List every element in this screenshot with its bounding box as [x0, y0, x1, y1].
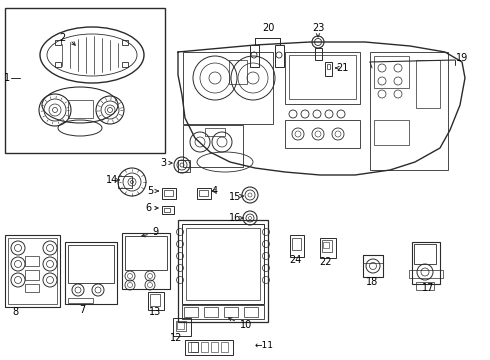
Bar [55, 62, 61, 67]
Bar [5, 235, 60, 307]
Text: 20: 20 [262, 23, 274, 33]
Bar [199, 190, 208, 196]
Bar [275, 45, 284, 67]
Bar [186, 228, 260, 300]
Bar [148, 292, 164, 310]
Bar [320, 238, 336, 258]
Bar [176, 321, 186, 331]
Bar [224, 307, 238, 317]
Bar [327, 64, 330, 69]
Bar [55, 40, 61, 45]
Bar [416, 282, 434, 290]
Bar [188, 342, 198, 352]
Bar [315, 48, 322, 60]
Bar [285, 52, 360, 104]
Bar [205, 128, 225, 136]
Bar [191, 342, 198, 352]
Text: 15: 15 [229, 192, 241, 202]
Bar [229, 60, 247, 84]
Bar [322, 240, 332, 252]
Text: 6: 6 [145, 203, 151, 213]
Bar [409, 270, 443, 278]
Bar [323, 242, 329, 248]
Text: 24: 24 [289, 255, 301, 265]
Bar [25, 256, 39, 266]
Text: ←11: ←11 [255, 341, 274, 350]
Bar [183, 125, 243, 167]
Bar [182, 305, 264, 319]
Text: 16: 16 [229, 213, 241, 223]
Bar [164, 190, 173, 196]
Bar [164, 208, 170, 212]
Text: 18: 18 [366, 277, 378, 287]
Bar [5, 8, 165, 153]
Bar [68, 298, 93, 303]
Text: 14: 14 [106, 175, 118, 185]
Bar [244, 307, 258, 317]
Text: 17: 17 [422, 283, 434, 293]
Bar [183, 52, 273, 124]
Bar [8, 238, 57, 304]
Text: 19: 19 [456, 53, 468, 63]
Text: 21: 21 [336, 63, 348, 73]
Text: 23: 23 [312, 23, 324, 33]
Bar [162, 188, 176, 199]
Text: 3: 3 [160, 158, 166, 168]
Text: 4: 4 [212, 186, 218, 196]
Bar [68, 245, 114, 283]
Text: 2: 2 [59, 33, 65, 43]
Bar [201, 342, 208, 352]
Bar [182, 224, 264, 304]
Bar [162, 206, 174, 214]
Bar [374, 120, 409, 145]
Bar [374, 56, 409, 88]
Text: 1: 1 [4, 73, 10, 83]
Bar [122, 62, 128, 67]
Bar [25, 284, 39, 292]
Bar [204, 307, 218, 317]
Bar [25, 270, 39, 280]
Text: 7: 7 [79, 305, 85, 315]
Text: 22: 22 [319, 257, 331, 267]
Bar [325, 62, 332, 76]
Bar [363, 255, 383, 277]
Bar [122, 233, 170, 289]
Bar [363, 255, 383, 263]
Bar [250, 45, 259, 67]
Bar [412, 242, 440, 284]
Bar [122, 40, 128, 45]
Bar [197, 188, 211, 199]
Bar [221, 342, 228, 352]
Bar [290, 235, 304, 257]
Bar [177, 322, 184, 329]
Bar [370, 52, 448, 170]
Bar [184, 307, 198, 317]
Bar [292, 238, 301, 250]
Bar [150, 294, 160, 306]
Bar [285, 120, 360, 148]
Bar [173, 318, 191, 336]
Bar [289, 55, 356, 99]
Text: 5: 5 [147, 186, 153, 196]
Bar [178, 220, 268, 322]
Text: 10: 10 [240, 320, 252, 330]
Bar [125, 236, 167, 270]
Bar [178, 160, 190, 172]
Bar [185, 340, 233, 355]
Text: 12: 12 [170, 333, 182, 343]
Bar [416, 60, 440, 108]
Text: 13: 13 [149, 307, 161, 317]
Text: 9: 9 [152, 227, 158, 237]
Text: 8: 8 [12, 307, 18, 317]
Bar [68, 100, 93, 118]
Bar [211, 342, 218, 352]
Bar [414, 244, 436, 264]
Bar [65, 242, 117, 304]
Bar [118, 176, 132, 188]
